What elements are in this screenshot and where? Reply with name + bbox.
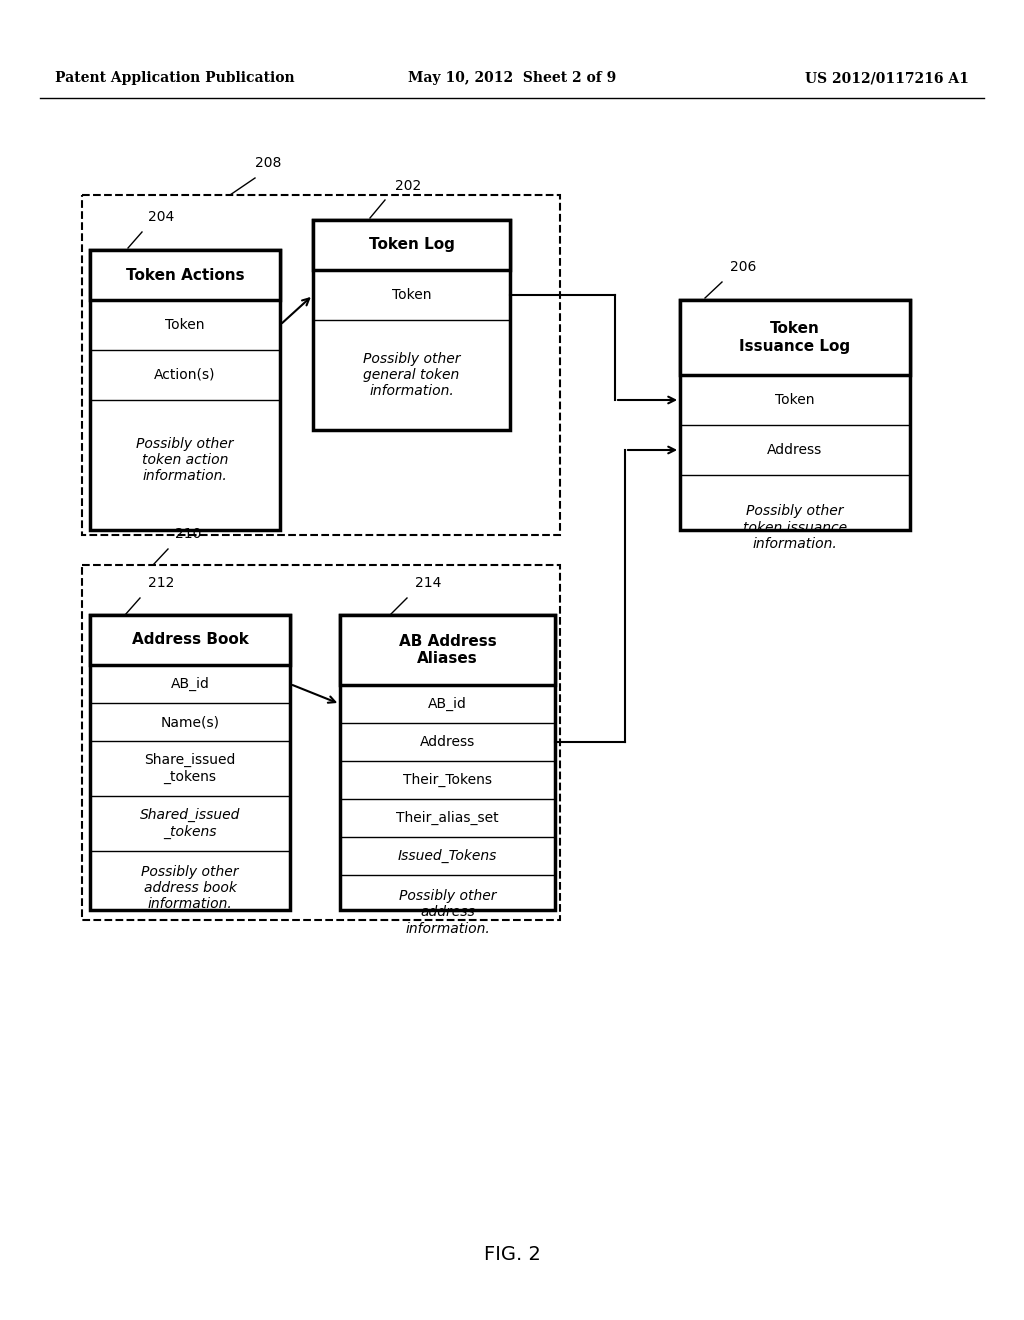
Text: US 2012/0117216 A1: US 2012/0117216 A1 [805,71,969,84]
Text: 206: 206 [730,260,757,275]
Bar [82,565,560,920]
Text: AB_id: AB_id [171,677,210,692]
Bar [680,300,910,375]
Text: 212: 212 [148,576,174,590]
Bar [82,195,560,535]
Text: Their_alias_set: Their_alias_set [396,810,499,825]
Text: Possibly other
address book
information.: Possibly other address book information. [141,865,239,911]
Text: Patent Application Publication: Patent Application Publication [55,71,295,84]
Text: Address: Address [420,735,475,748]
Bar [340,615,555,909]
Text: 210: 210 [175,527,202,541]
Text: 202: 202 [395,180,421,193]
Text: Token Log: Token Log [369,238,455,252]
Text: Action(s): Action(s) [155,368,216,381]
Bar [90,615,290,665]
Text: Possibly other
token issuance
information.: Possibly other token issuance informatio… [743,504,847,550]
Text: Address Book: Address Book [131,632,249,648]
Text: Share_issued
_tokens: Share_issued _tokens [144,754,236,784]
Bar [680,300,910,531]
Bar [90,615,290,909]
Text: Possibly other
general token
information.: Possibly other general token information… [362,352,460,399]
Text: Token
Issuance Log: Token Issuance Log [739,321,851,354]
Text: AB Address
Aliases: AB Address Aliases [398,634,497,667]
Text: 208: 208 [255,156,282,170]
Text: Address: Address [767,444,822,457]
Text: Shared_issued
_tokens: Shared_issued _tokens [140,808,241,838]
Bar [90,249,280,531]
Text: AB_id: AB_id [428,697,467,711]
Text: Token: Token [165,318,205,333]
Text: Name(s): Name(s) [161,715,219,729]
Bar [313,220,510,271]
Text: Token: Token [392,288,431,302]
Text: Possibly other
address
information.: Possibly other address information. [398,890,497,936]
Bar [340,615,555,685]
Text: 214: 214 [415,576,441,590]
Text: 204: 204 [148,210,174,224]
Text: May 10, 2012  Sheet 2 of 9: May 10, 2012 Sheet 2 of 9 [408,71,616,84]
Text: Possibly other
token action
information.: Possibly other token action information. [136,437,233,483]
Text: FIG. 2: FIG. 2 [483,1246,541,1265]
Text: Token Actions: Token Actions [126,268,245,282]
Bar [90,249,280,300]
Text: Issued_Tokens: Issued_Tokens [397,849,498,863]
Text: Their_Tokens: Their_Tokens [403,774,492,787]
Bar [313,220,510,430]
Text: Token: Token [775,393,815,407]
